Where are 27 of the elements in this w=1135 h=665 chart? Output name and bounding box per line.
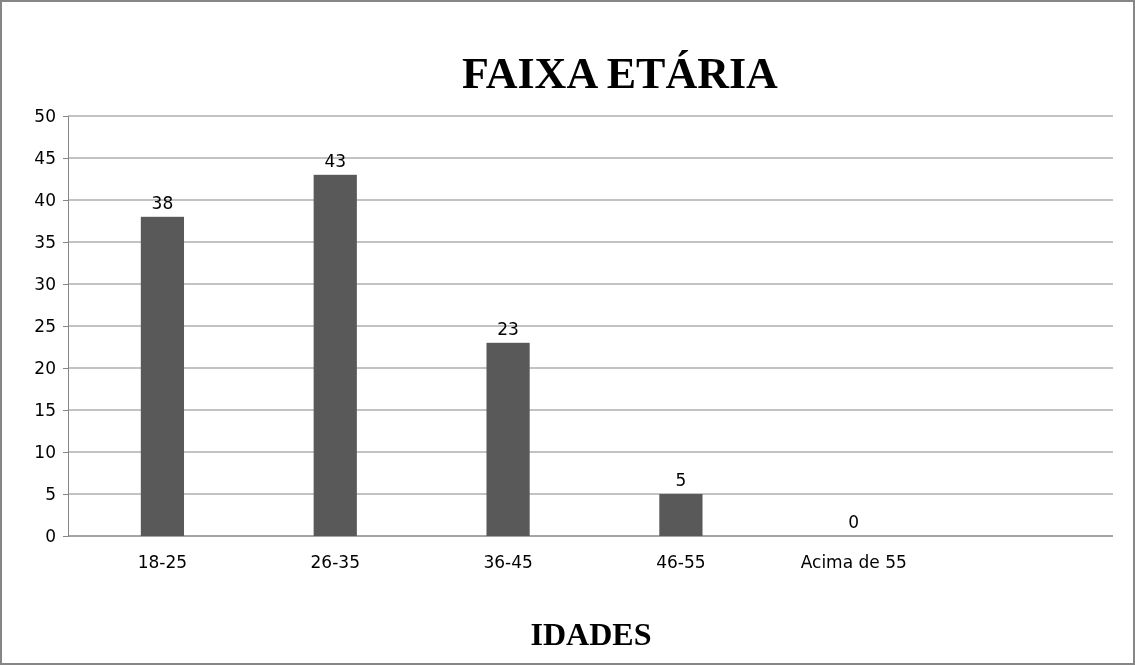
y-tick-label: 40 [34,189,56,210]
y-tick-label: 45 [34,147,56,168]
bar [313,174,357,536]
data-label: 23 [497,318,519,339]
x-tick-label: Acima de 55 [800,551,907,572]
x-tick-label: 26-35 [310,551,360,572]
bar [659,494,703,536]
data-label: 38 [151,192,174,213]
x-axis-title: IDADES [530,616,652,652]
data-label: 0 [848,512,860,532]
data-label: 5 [675,470,687,490]
y-tick-label: 20 [34,357,56,378]
y-tick-label: 10 [34,441,56,462]
y-tick-label: 0 [45,525,56,546]
x-tick-label: 36-45 [483,551,533,572]
y-tick-label: 25 [34,315,56,336]
chart-title: FAIXA ETÁRIA [462,49,779,98]
bar [486,342,530,536]
x-tick-label: 18-25 [137,551,188,572]
x-tick-label: 46-55 [656,551,706,572]
y-tick-label: 35 [34,231,56,252]
y-tick-label: 5 [45,483,56,504]
y-tick-label: 15 [34,399,56,420]
y-tick-label: 30 [34,273,56,294]
data-label: 43 [324,150,347,171]
bar [140,216,185,536]
y-tick-label: 50 [34,105,56,126]
